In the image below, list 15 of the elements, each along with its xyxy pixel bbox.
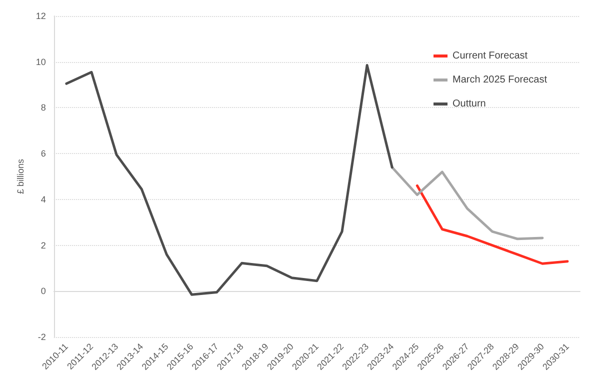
y-tick-label: 10 — [36, 56, 46, 67]
y-tick-label: 6 — [40, 148, 46, 159]
y-tick-label: 2 — [40, 240, 46, 250]
y-axis-title: £ billions — [16, 158, 26, 194]
legend-label: Current Forecast — [452, 50, 528, 62]
y-tick-label: 8 — [40, 102, 46, 113]
line-series — [416, 184, 569, 265]
line-series — [65, 64, 394, 296]
y-tick-label: 12 — [36, 11, 46, 21]
y-tick-label: 0 — [40, 286, 46, 296]
y-tick-label: -2 — [38, 332, 46, 342]
y-tick-label: 4 — [40, 194, 46, 204]
legend-label: Outturn — [452, 98, 486, 110]
line-series — [390, 166, 544, 240]
legend-label: March 2025 Forecast — [452, 74, 548, 86]
